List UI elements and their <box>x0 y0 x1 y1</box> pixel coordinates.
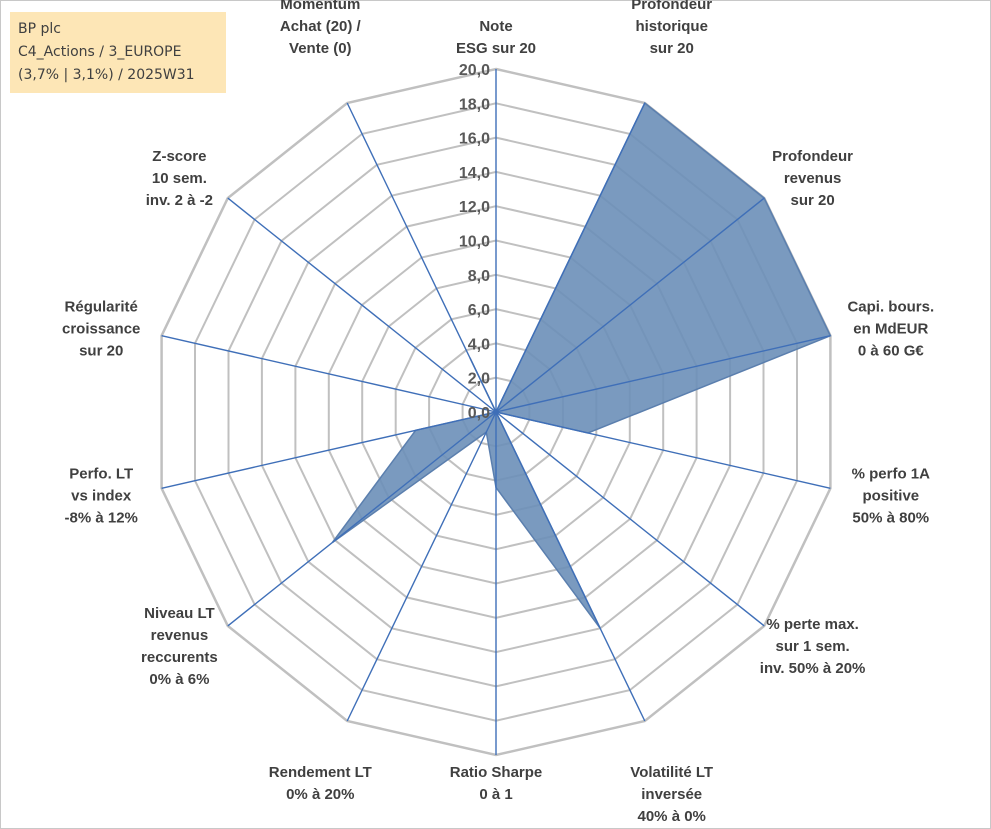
title-stats: (3,7% | 3,1%) / 2025W31 <box>18 67 195 83</box>
spoke-10 <box>161 411 497 489</box>
tick-label: 20,0 <box>459 62 490 79</box>
spoke-11 <box>161 335 497 413</box>
title-category: C4_Actions / 3_EUROPE <box>18 44 182 60</box>
spoke-2 <box>495 197 765 413</box>
axis-label-2: Profondeur revenus sur 20 <box>772 148 853 209</box>
spoke-9 <box>227 411 497 627</box>
axis-label-0: Note ESG sur 20 <box>456 18 536 57</box>
axis-label-8: Rendement LT 0% à 20% <box>269 764 372 803</box>
axis-label-5: % perte max. sur 1 sem. inv. 50% à 20% <box>760 616 866 677</box>
spoke-13 <box>346 102 497 413</box>
axis-label-10: Perfo. LT vs index -8% à 12% <box>65 465 138 526</box>
spoke-5 <box>495 411 765 627</box>
spoke-1 <box>495 102 646 413</box>
axis-label-1: Profondeur historique sur 20 <box>631 0 712 57</box>
axis-label-9: Niveau LT revenus reccurents 0% à 6% <box>141 605 218 688</box>
spoke-layer <box>161 69 831 755</box>
axis-label-12: Z-score 10 sem. inv. 2 à -2 <box>146 148 213 209</box>
spoke-3 <box>495 335 831 413</box>
tick-label: 0,0 <box>468 405 490 422</box>
axis-label-4: % perfo 1A positive 50% à 80% <box>852 465 931 526</box>
axis-label-6: Volatilité LT inversée 40% à 0% <box>630 764 713 825</box>
tick-label: 14,0 <box>459 165 490 182</box>
spoke-4 <box>495 411 831 489</box>
tick-label: 2,0 <box>468 371 490 388</box>
tick-label: 10,0 <box>459 234 490 251</box>
tick-label: 12,0 <box>459 199 490 216</box>
spoke-6 <box>495 411 646 722</box>
chart-title-box: BP plc C4_Actions / 3_EUROPE (3,7% | 3,1… <box>10 12 226 93</box>
axis-label-13: Momentum Achat (20) / Vente (0) <box>280 0 362 57</box>
title-company: BP plc <box>18 21 61 37</box>
tick-label: 8,0 <box>468 268 490 285</box>
tick-label: 18,0 <box>459 96 490 113</box>
axis-label-7: Ratio Sharpe 0 à 1 <box>450 764 543 803</box>
axis-label-3: Capi. bours. en MdEUR 0 à 60 G€ <box>847 299 934 360</box>
tick-label: 6,0 <box>468 302 490 319</box>
axis-label-layer: Note ESG sur 20 Profondeur historique sur 20… <box>62 0 934 825</box>
tick-label-layer: 0,0 2,0 4,0 6,0 8,0 10,0 12,0 14,0 16,0 18,0 20,0 <box>459 62 490 422</box>
tick-label: 4,0 <box>468 336 490 353</box>
spoke-8 <box>346 411 497 722</box>
tick-label: 16,0 <box>459 131 490 148</box>
axis-label-11: Régularité croissance sur 20 <box>62 299 140 360</box>
spoke-12 <box>227 197 497 413</box>
